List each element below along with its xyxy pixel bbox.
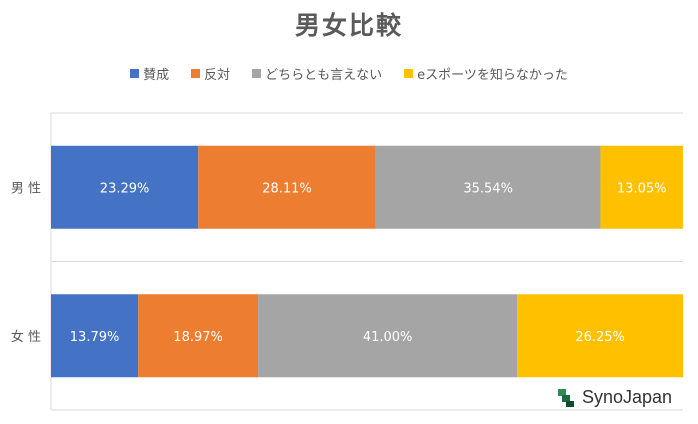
category-label-0: 男 性 <box>11 181 41 196</box>
data-label-0-2: 35.54% <box>463 181 513 196</box>
bar-0-1 <box>198 145 376 229</box>
legend-label-1: 反対 <box>204 68 231 83</box>
legend-item-2: どちらとも言えない <box>252 64 382 83</box>
legend-item-1: 反対 <box>191 64 230 83</box>
bar-0-0 <box>51 145 199 229</box>
data-label-1-0: 13.79% <box>70 330 120 345</box>
bar-0-3 <box>600 145 683 229</box>
bar-1-2 <box>258 294 518 378</box>
legend-swatch-3 <box>404 69 414 78</box>
logo-text: SynoJapan <box>582 386 673 407</box>
legend-item-3: eスポーツを知らなかった <box>404 64 568 83</box>
legend-label-0: 賛成 <box>143 68 170 83</box>
legend-swatch-0 <box>130 69 140 78</box>
data-label-0-1: 28.11% <box>262 181 312 196</box>
bar-1-0 <box>51 294 139 378</box>
category-label-1: 女 性 <box>11 329 41 345</box>
legend-label-2: どちらとも言えない <box>265 68 383 83</box>
bar-0-2 <box>375 145 601 229</box>
data-label-0-3: 13.05% <box>617 181 667 196</box>
legend: 賛成 反対 どちらとも言えない eスポーツを知らなかった <box>0 64 698 83</box>
synojapan-logo-icon <box>558 389 574 407</box>
chart-title: 男女比較 <box>294 11 403 40</box>
bar-1-3 <box>517 294 684 378</box>
data-label-1-3: 26.25% <box>575 330 625 345</box>
legend-item-0: 賛成 <box>130 64 169 83</box>
data-label-0-0: 23.29% <box>100 181 150 196</box>
logo: SynoJapan <box>556 386 672 408</box>
legend-swatch-2 <box>252 69 262 78</box>
data-label-1-2: 41.00% <box>363 330 413 345</box>
legend-swatch-1 <box>191 69 201 78</box>
bar-1-1 <box>138 294 259 378</box>
data-label-1-1: 18.97% <box>173 330 223 345</box>
legend-label-3: eスポーツを知らなかった <box>417 68 568 83</box>
